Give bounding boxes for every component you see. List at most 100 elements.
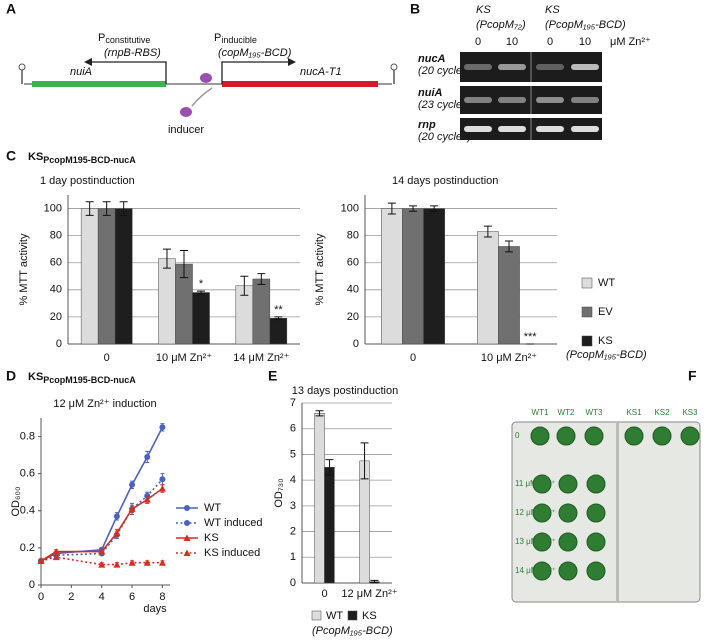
x-tick-label: 0 <box>38 591 44 603</box>
construct-diagram: nuiA nucA-T1 Pconstitutive (rnpB-RBS) Pi… <box>18 32 398 136</box>
chart-title: 13 days postinduction <box>292 385 398 397</box>
x-tick-label: 0 <box>321 588 327 600</box>
gel-band <box>498 97 526 103</box>
strain-heading: KSPcopM195-BCD-nucA <box>28 371 136 385</box>
bar <box>114 208 133 345</box>
colony <box>558 474 578 494</box>
colony <box>532 532 552 552</box>
x-axis-label: days <box>143 603 167 615</box>
symbol: P <box>98 32 105 44</box>
y-axis-label: OD₆₀₀ <box>10 486 22 516</box>
point <box>52 548 60 555</box>
y-tick-label: 0 <box>56 338 62 350</box>
bar <box>269 318 288 345</box>
gel: KS (PcopM₇₂) KS (PcopM₁₉₅-BCD) 0 10 0 10 μM Zn²⁺… <box>418 4 651 143</box>
plate-row: 0 <box>515 431 520 440</box>
colony <box>586 503 606 523</box>
x-tick-label: 2 <box>68 591 74 603</box>
gel-band <box>464 97 492 103</box>
error-bar <box>274 316 283 321</box>
y-tick-label: 60 <box>347 257 359 269</box>
promoter-detail: (rnpB-RBS) <box>104 47 161 59</box>
gene-nuca <box>222 81 378 87</box>
arrow-head <box>84 58 92 66</box>
plate-column: WT1 <box>532 408 549 417</box>
x-tick-label: 0 <box>410 352 416 364</box>
plate-column: WT3 <box>586 408 603 417</box>
y-axis-label: OD₇₃₀ <box>273 478 285 507</box>
point <box>113 529 121 537</box>
x-tick-label: 6 <box>129 591 135 603</box>
colony <box>530 426 550 446</box>
y-tick-label: 4 <box>290 474 296 486</box>
gel-cycles: (20 cycles) <box>418 65 472 77</box>
promoter-detail: (copM₁₉₅-BCD) <box>218 47 292 59</box>
plate-divider <box>616 422 619 602</box>
legend-swatch <box>581 335 593 347</box>
colony <box>532 503 552 523</box>
y-tick-label: 0.8 <box>20 430 35 442</box>
bar <box>314 413 325 584</box>
gel-band <box>498 64 526 70</box>
plate-column: KS2 <box>654 408 670 417</box>
promoter-arrow <box>221 61 288 84</box>
error-bar <box>409 205 417 212</box>
error-bar <box>387 202 396 215</box>
panel-label: E <box>268 368 277 384</box>
error-bar <box>180 250 188 279</box>
legend-swatch <box>581 306 593 318</box>
inducer-bound <box>200 73 212 83</box>
gel-band <box>464 126 492 132</box>
gel-gene: rnp <box>418 119 436 131</box>
name: KS <box>28 371 43 383</box>
y-tick-label: 5 <box>290 448 296 460</box>
colony <box>532 561 552 581</box>
bar <box>381 208 403 345</box>
y-tick-label: 40 <box>347 284 359 296</box>
error-bar <box>360 442 369 480</box>
panel-label: F <box>688 368 697 384</box>
y-tick-label: 7 <box>290 397 296 409</box>
colony <box>624 426 644 446</box>
lane-label: 10 <box>506 36 518 48</box>
colony <box>586 561 606 581</box>
point <box>143 496 151 503</box>
panel-label: A <box>6 1 16 17</box>
strain-promoter: (PcopM₇₂) <box>476 19 526 31</box>
colony <box>586 532 606 552</box>
colony <box>586 474 606 494</box>
point <box>52 553 60 561</box>
y-tick-label: 80 <box>50 230 62 242</box>
name: KS <box>28 151 43 163</box>
legend-swatch <box>581 277 593 289</box>
error-bar <box>240 275 249 296</box>
unit-label: μM Zn²⁺ <box>610 36 651 48</box>
subscript: PcopM195-BCD-nucA <box>43 375 136 385</box>
chart-title: 12 μM Zn²⁺ induction <box>53 398 156 410</box>
point <box>113 561 121 568</box>
terminator <box>390 63 398 71</box>
y-tick-label: 0 <box>29 579 35 591</box>
y-tick-label: 100 <box>44 202 62 214</box>
series-line <box>40 426 164 562</box>
y-tick-label: 0.4 <box>20 505 35 517</box>
legend-label: WT induced <box>204 517 263 529</box>
error-bar <box>430 205 439 212</box>
point <box>159 424 166 431</box>
gel-band <box>571 97 599 103</box>
gene-nuia <box>32 81 166 87</box>
y-tick-label: 0.6 <box>20 468 35 480</box>
point <box>129 481 136 488</box>
y-tick-label: 80 <box>347 230 359 242</box>
y-tick-label: 2 <box>290 525 296 537</box>
plate-column: WT2 <box>558 408 575 417</box>
gel-cycles: (20 cycles) <box>418 131 472 143</box>
significance: ** <box>274 304 283 316</box>
colony <box>556 426 576 446</box>
significance: *** <box>524 331 538 343</box>
inducer-label: inducer <box>168 124 204 136</box>
bar <box>97 208 116 345</box>
legend-label: WT <box>204 502 221 514</box>
arrow-head <box>288 58 296 66</box>
